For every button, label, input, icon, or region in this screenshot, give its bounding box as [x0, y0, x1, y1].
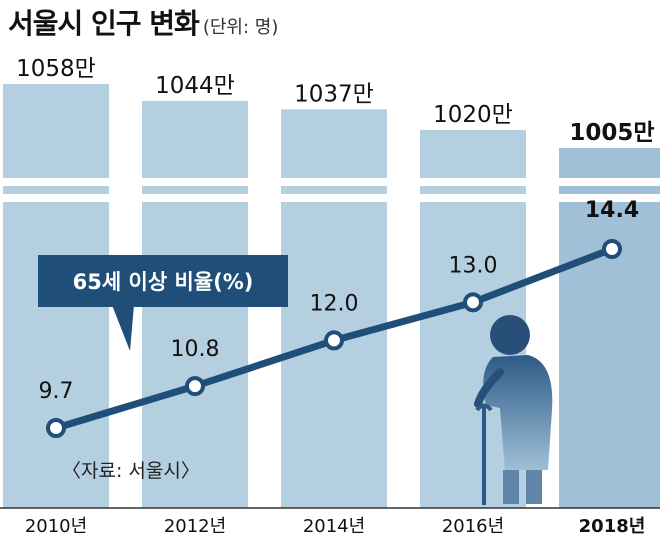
- series-value-label: 12.0: [310, 291, 359, 316]
- bar-value-label: 1044만: [155, 73, 235, 99]
- line-layer: [46, 239, 622, 438]
- series-point: [46, 418, 66, 438]
- axis-break-band: [281, 194, 387, 202]
- elderly-person-icon: [474, 315, 553, 505]
- axis-break-band: [142, 194, 248, 202]
- series-point: [463, 292, 483, 313]
- axis-break-band: [559, 178, 660, 186]
- chart-title: 서울시 인구 변화 (단위: 명): [8, 2, 278, 42]
- bar-labels-layer: 1058만 1044만 1037만 1020만 1005만: [16, 56, 654, 146]
- x-axis-labels: 2010년 2012년 2014년 2016년 2018년: [25, 516, 646, 537]
- title-text: 서울시 인구 변화: [8, 7, 200, 40]
- x-tick-label: 2014년: [303, 516, 365, 537]
- x-tick-label: 2016년: [442, 516, 504, 537]
- series-point: [185, 376, 205, 397]
- axis-break-band: [420, 194, 526, 202]
- series-value-label: 9.7: [39, 379, 74, 404]
- axis-break-band: [142, 178, 248, 186]
- legend-label: 65세 이상 비율(%): [72, 270, 254, 294]
- axis-break-band: [3, 194, 109, 202]
- series-point: [324, 330, 344, 351]
- bar-value-label: 1020만: [433, 102, 513, 128]
- line-labels-layer: 9.7 10.8 12.0 13.0 14.4: [39, 198, 640, 404]
- x-tick-label: 2010년: [25, 516, 87, 537]
- legend-pointer: [112, 305, 134, 351]
- series-value-label: 14.4: [585, 198, 639, 223]
- x-tick-label: 2018년: [579, 516, 646, 537]
- series-point: [602, 239, 622, 259]
- axis-break-band: [559, 194, 660, 202]
- bar-value-label: 1005만: [569, 120, 654, 146]
- source-note: 〈자료: 서울시〉: [62, 460, 200, 482]
- bar-value-label: 1058만: [16, 56, 96, 82]
- axis-break-band: [281, 178, 387, 186]
- axis-break-band: [3, 178, 109, 186]
- axis-break-band: [420, 178, 526, 186]
- series-value-label: 13.0: [449, 253, 498, 278]
- unit-note: (단위: 명): [202, 17, 279, 38]
- legend-callout: 65세 이상 비율(%): [38, 255, 288, 307]
- x-tick-label: 2012년: [164, 516, 226, 537]
- series-value-label: 10.8: [171, 337, 220, 362]
- bar-2014년: [281, 109, 387, 508]
- bar-2018년: [559, 148, 660, 508]
- bar-value-label: 1037만: [294, 81, 374, 107]
